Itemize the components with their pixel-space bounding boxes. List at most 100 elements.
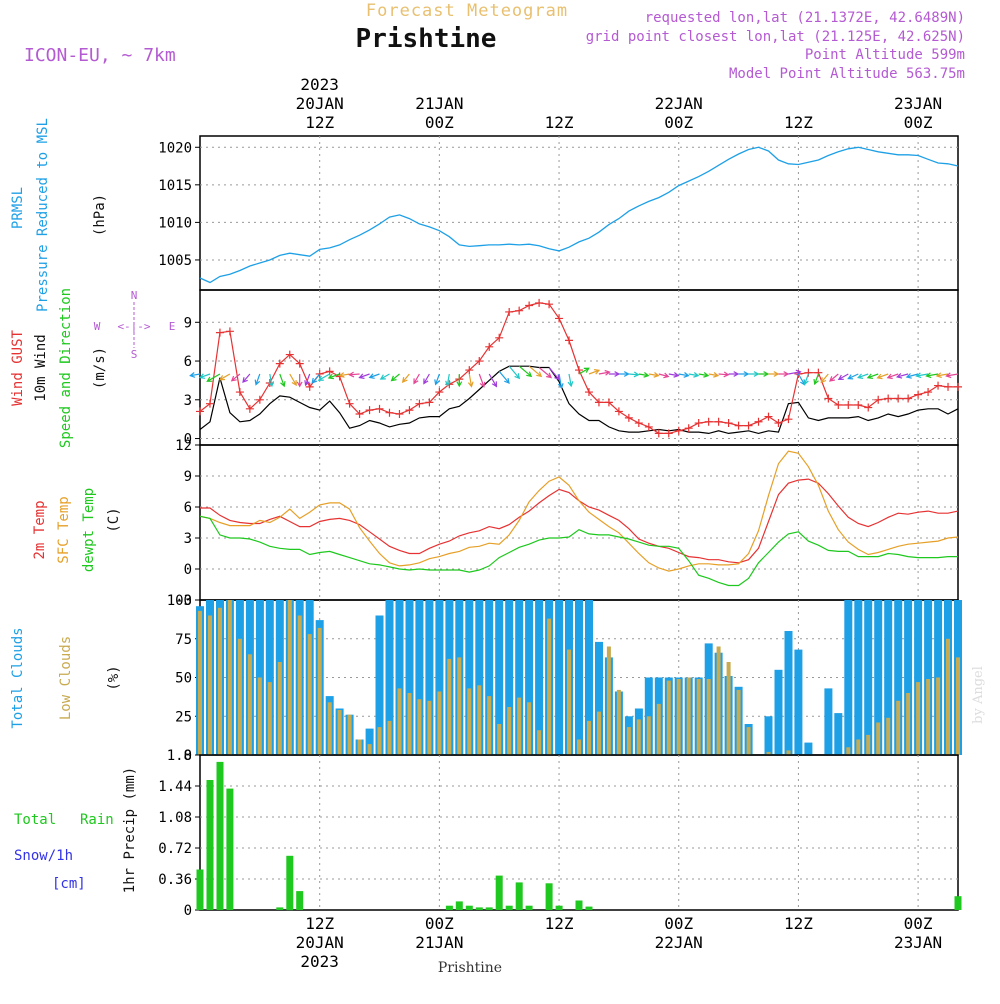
- gust-marker: [535, 298, 544, 307]
- gust-marker: [894, 394, 903, 403]
- low-cloud-bar: [307, 634, 312, 755]
- wind-ytick-label: 0: [184, 432, 192, 448]
- rain-bar: [445, 905, 453, 910]
- gust-marker: [884, 394, 893, 403]
- top-time-label: 12Z: [545, 113, 574, 132]
- gust-marker: [255, 395, 264, 404]
- wind-direction-arrow: [548, 367, 560, 381]
- low-cloud-bar: [357, 739, 362, 755]
- total-cloud-bar: [515, 600, 524, 755]
- wind-direction-arrow: [748, 371, 760, 377]
- total-cloud-bar: [884, 600, 893, 755]
- gust-marker: [545, 300, 554, 309]
- wind-panel: 0 3 6 9: [184, 289, 962, 448]
- low-cloud-bar: [457, 657, 462, 755]
- gust-marker: [654, 429, 663, 438]
- gust-marker: [614, 407, 623, 416]
- bottom-time-label: 12Z: [305, 914, 334, 933]
- rain-bar: [465, 905, 473, 910]
- low-cloud-bar: [208, 615, 212, 755]
- top-time-label: 23JAN: [894, 94, 942, 113]
- gust-marker: [644, 422, 653, 431]
- gust-marker: [634, 419, 643, 428]
- rain-bar: [545, 883, 553, 910]
- precip-label-unit: 1hr Precip (mm): [122, 767, 138, 893]
- temp-sfc-line: [199, 450, 959, 572]
- precip-ytick-label: 0: [184, 903, 192, 919]
- gust-marker: [844, 400, 853, 409]
- low-cloud-bar: [606, 646, 611, 755]
- wind-direction-arrow: [847, 373, 859, 380]
- gust-marker: [704, 417, 713, 426]
- total-cloud-bar: [415, 600, 424, 755]
- wind-direction-arrow: [857, 373, 869, 379]
- wind-direction-arrow: [445, 373, 451, 387]
- precip-ytick-label: 0.36: [158, 872, 192, 888]
- product-title: Forecast Meteogram: [366, 1, 568, 21]
- wind-direction-arrow: [528, 365, 543, 378]
- model-point-altitude: Model Point Altitude 563.75m: [729, 66, 965, 82]
- clouds-ytick-label: 50: [175, 671, 192, 687]
- rain-bar: [495, 875, 503, 910]
- temp-frame: [199, 444, 959, 601]
- wind-direction-arrow: [698, 372, 710, 378]
- wind-direction-arrow: [189, 372, 201, 378]
- requested-coords: requested lon,lat (21.1372E, 42.6489N): [645, 10, 965, 26]
- gust-marker: [575, 366, 583, 375]
- low-cloud-bar: [257, 677, 262, 755]
- wind-direction-arrow: [588, 369, 601, 375]
- bottom-time-label: 00Z: [664, 914, 693, 933]
- low-cloud-bar: [477, 685, 482, 756]
- wind-direction-arrow: [317, 373, 330, 381]
- temp-label-unit: (C): [106, 507, 122, 532]
- low-cloud-bar: [946, 638, 950, 756]
- gust-marker: [684, 424, 693, 433]
- gust-marker: [934, 381, 943, 390]
- temp-ytick-label: 0: [184, 562, 192, 578]
- low-cloud-bar: [876, 722, 881, 755]
- low-cloud-bar: [287, 600, 292, 755]
- wind-direction-arrow: [648, 372, 660, 378]
- low-cloud-bar: [527, 702, 532, 755]
- bottom-time-label: 00Z: [904, 914, 933, 933]
- wind-direction-arrow: [498, 371, 510, 384]
- wind-direction-arrow: [608, 371, 621, 377]
- pressure-labels: PRMSL Pressure Reduced to MSL (hPa): [10, 118, 108, 312]
- gust-marker: [235, 388, 244, 397]
- gust-marker: [275, 359, 284, 368]
- wind-direction-arrow: [758, 371, 770, 377]
- low-cloud-bar: [916, 682, 921, 755]
- gust-marker: [315, 369, 324, 378]
- wind-direction-arrow: [728, 371, 740, 377]
- total-cloud-bar: [555, 600, 564, 755]
- total-cloud-bar: [914, 600, 923, 755]
- wind-direction-arrow: [708, 372, 720, 378]
- low-cloud-bar: [906, 693, 911, 755]
- total-cloud-bar: [405, 600, 414, 755]
- pressure-label-unit: (hPa): [92, 194, 108, 236]
- low-cloud-bar: [218, 607, 222, 756]
- gust-marker: [555, 314, 564, 323]
- gust-marker: [714, 417, 723, 426]
- wind-direction-arrow: [820, 373, 829, 384]
- low-cloud-bar: [736, 689, 741, 755]
- gust-marker: [475, 357, 484, 366]
- rain-bar: [525, 905, 533, 910]
- clouds-ytick-label: 0: [184, 748, 192, 764]
- wind-direction-arrow: [538, 367, 553, 379]
- gust-marker: [485, 342, 494, 351]
- rain-bar: [515, 882, 523, 910]
- cloud-label-unit: (%): [106, 665, 122, 690]
- low-cloud-bar: [547, 618, 552, 755]
- total-cloud-bar: [525, 600, 534, 755]
- gust-marker: [944, 382, 953, 391]
- wind-direction-arrow: [206, 373, 221, 382]
- total-cloud-bar: [904, 600, 913, 755]
- wind-direction-arrow: [598, 369, 611, 376]
- total-cloud-bar: [834, 713, 843, 755]
- gust-marker: [924, 388, 933, 397]
- wind-direction-arrow: [837, 373, 849, 381]
- top-time-label: 00Z: [904, 113, 933, 132]
- wind-direction-arrow: [738, 371, 750, 377]
